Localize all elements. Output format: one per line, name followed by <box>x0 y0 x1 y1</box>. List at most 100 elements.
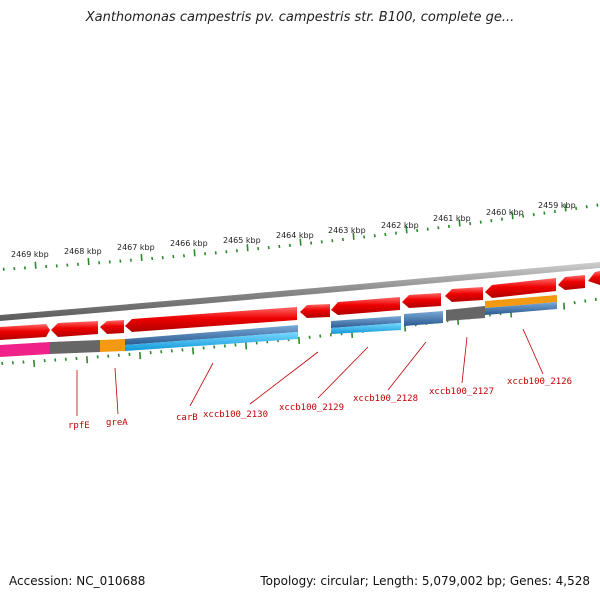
tick-mark <box>299 238 302 246</box>
kbp-label-2466: 2466 kbp <box>170 239 208 248</box>
kbp-label-2459: 2459 kbp <box>538 201 576 210</box>
tick-mark <box>310 241 313 245</box>
tick-mark <box>522 214 525 218</box>
kbp-tick-marks <box>2 203 599 271</box>
tick-mark <box>66 263 69 267</box>
tick-mark <box>2 267 5 271</box>
tick-mark <box>437 226 440 230</box>
inner-tick-mark <box>128 352 131 357</box>
kbp-label-2465: 2465 kbp <box>223 236 261 245</box>
tick-mark <box>140 253 143 261</box>
genome-backbone <box>0 262 600 321</box>
inner-tick-mark <box>563 302 566 310</box>
gene-arrow-next-2[interactable] <box>588 271 600 285</box>
inner-tick-mark <box>223 344 226 348</box>
tick-mark <box>13 266 16 271</box>
tick-mark <box>119 259 122 263</box>
tick-mark <box>500 217 503 221</box>
map-title: Xanthomonas campestris pv. campestris st… <box>85 10 515 25</box>
gene-label-xccb100_2129[interactable]: xccb100_2129 <box>279 403 344 413</box>
tick-mark <box>543 211 546 215</box>
inner-tick-mark <box>107 354 110 358</box>
inner-tick-mark <box>245 342 248 350</box>
gene-arrow-carB[interactable] <box>125 307 297 332</box>
tick-mark <box>596 203 599 207</box>
gene-label-rpfE[interactable]: rpfE <box>68 421 90 431</box>
tick-mark <box>257 247 260 251</box>
inner-tick-mark <box>86 356 89 364</box>
gene-arrow-xccb100_2130[interactable] <box>300 304 330 318</box>
gene-label-xccb100_2128[interactable]: xccb100_2128 <box>353 394 418 404</box>
tick-mark <box>352 232 355 240</box>
gene-label-carB[interactable]: carB <box>176 413 198 423</box>
tick-mark <box>331 239 334 243</box>
tick-mark <box>23 266 26 270</box>
inner-tick-mark <box>594 297 597 302</box>
kbp-label-2460: 2460 kbp <box>486 208 524 217</box>
inner-tick-mark <box>64 357 67 361</box>
gene-arrow-xccb100_2128[interactable] <box>402 293 441 308</box>
inner-tick-mark <box>329 333 332 337</box>
inner-tick-mark <box>234 343 237 347</box>
tick-mark <box>532 213 535 217</box>
gene-arrow-next-1[interactable] <box>558 275 585 290</box>
tick-mark <box>469 221 472 226</box>
tick-mark <box>161 255 164 260</box>
gene-arrow-xccb100_2126[interactable] <box>485 278 556 298</box>
accession-text: Accession: NC_010688 <box>9 574 146 588</box>
tick-mark <box>108 260 111 264</box>
inner-tick-mark <box>181 348 184 352</box>
tick-mark <box>394 231 397 235</box>
inner-tick-mark <box>22 360 25 364</box>
gene-label-xccb100_2127[interactable]: xccb100_2127 <box>429 387 494 397</box>
inner-tick-mark <box>298 336 301 344</box>
tick-mark <box>490 219 493 223</box>
kbp-label-2461: 2461 kbp <box>433 214 471 223</box>
inner-tick-mark <box>192 347 195 355</box>
kbp-label-2468: 2468 kbp <box>64 247 102 256</box>
gene-arrow-rpfE[interactable] <box>0 324 50 340</box>
genome-summary-text: Topology: circular; Length: 5,079,002 bp… <box>260 574 590 588</box>
tick-mark <box>426 227 429 231</box>
tick-mark <box>246 244 249 252</box>
reverse-strand-genes[interactable] <box>0 271 600 340</box>
tick-mark <box>235 249 238 253</box>
tick-mark <box>320 240 323 244</box>
inner-tick-mark <box>43 359 46 363</box>
kbp-label-2462: 2462 kbp <box>381 221 419 230</box>
gene-label-xccb100_2130[interactable]: xccb100_2130 <box>203 410 268 420</box>
tick-mark <box>55 264 58 268</box>
gene-arrow-carB-small[interactable] <box>100 320 124 334</box>
tick-mark <box>98 261 101 265</box>
inner-tick-mark <box>117 353 120 357</box>
gene-label-greA[interactable]: greA <box>106 418 128 428</box>
kbp-label-2464: 2464 kbp <box>276 231 314 240</box>
gene-label-xccb100_2126[interactable]: xccb100_2126 <box>507 377 572 387</box>
gene-arrow-greA[interactable] <box>51 321 98 337</box>
kbp-label-2469: 2469 kbp <box>11 250 49 259</box>
gene-arrow-xccb100_2127[interactable] <box>445 287 483 302</box>
label-leader-lines <box>76 328 544 416</box>
tick-mark <box>384 232 387 237</box>
tick-mark <box>405 226 408 234</box>
inner-tick-mark <box>584 299 587 303</box>
tick-mark <box>225 250 228 254</box>
tick-mark <box>363 235 366 239</box>
inner-tick-mark <box>319 334 322 338</box>
inner-tick-mark <box>573 301 576 305</box>
kbp-label-2467: 2467 kbp <box>117 243 155 252</box>
tick-mark <box>373 234 376 238</box>
tick-mark <box>458 219 461 227</box>
kbp-label-2463: 2463 kbp <box>328 226 366 235</box>
tick-mark <box>575 206 578 210</box>
tick-mark <box>214 251 217 255</box>
tick-mark <box>585 205 588 209</box>
inner-tick-mark <box>96 355 99 359</box>
gene-arrow-xccb100_2129[interactable] <box>331 297 400 315</box>
tick-mark <box>278 244 281 249</box>
tick-mark <box>34 261 37 269</box>
feature-track <box>0 295 557 357</box>
inner-tick-mark <box>202 346 205 350</box>
inner-tick-mark <box>170 349 173 353</box>
